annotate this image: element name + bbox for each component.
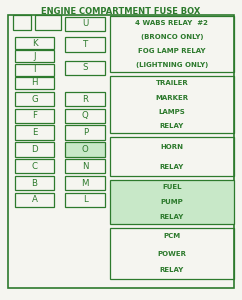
Text: R: R <box>82 94 88 103</box>
Text: FOG LAMP RELAY: FOG LAMP RELAY <box>138 48 205 54</box>
Text: U: U <box>82 20 89 28</box>
Bar <box>65 193 105 207</box>
Bar <box>65 37 105 52</box>
Text: H: H <box>31 78 38 87</box>
Bar <box>110 76 234 133</box>
Text: C: C <box>31 162 38 171</box>
Text: PUMP: PUMP <box>160 199 183 205</box>
Bar <box>15 125 54 140</box>
Text: G: G <box>31 94 38 103</box>
Bar <box>65 17 105 31</box>
Text: D: D <box>31 145 38 154</box>
Bar <box>15 92 54 106</box>
Text: M: M <box>82 178 89 188</box>
Bar <box>110 16 234 72</box>
Text: FUEL: FUEL <box>162 184 182 190</box>
Bar <box>15 64 54 76</box>
Bar <box>15 37 54 49</box>
Text: RELAY: RELAY <box>160 214 184 220</box>
Bar <box>110 180 234 224</box>
Bar <box>15 77 54 89</box>
Text: MARKER: MARKER <box>155 94 188 100</box>
Bar <box>65 92 105 106</box>
Text: LAMPS: LAMPS <box>159 109 185 115</box>
Bar <box>15 142 54 157</box>
Bar <box>35 15 60 30</box>
Text: N: N <box>82 162 89 171</box>
Bar <box>110 228 234 279</box>
Text: HORN: HORN <box>160 144 183 150</box>
Text: K: K <box>32 39 37 48</box>
Bar <box>65 109 105 123</box>
Bar <box>15 159 54 173</box>
Text: ENGINE COMPARTMENT FUSE BOX: ENGINE COMPARTMENT FUSE BOX <box>41 8 201 16</box>
Text: RELAY: RELAY <box>160 164 184 170</box>
Text: L: L <box>83 195 88 204</box>
Text: Q: Q <box>82 111 89 120</box>
Text: RELAY: RELAY <box>160 268 184 274</box>
Bar <box>65 159 105 173</box>
Text: TRAILER: TRAILER <box>155 80 188 86</box>
Text: J: J <box>33 52 36 61</box>
Bar <box>65 176 105 190</box>
Text: (LIGHTNING ONLY): (LIGHTNING ONLY) <box>136 62 208 68</box>
Text: (BRONCO ONLY): (BRONCO ONLY) <box>141 34 203 40</box>
Bar <box>110 137 234 176</box>
Text: POWER: POWER <box>157 250 186 256</box>
Bar <box>65 61 105 75</box>
Text: S: S <box>83 63 88 72</box>
Text: A: A <box>31 195 38 204</box>
Text: B: B <box>31 178 38 188</box>
Bar <box>15 176 54 190</box>
Text: RELAY: RELAY <box>160 123 184 129</box>
Text: 4 WABS RELAY  #2: 4 WABS RELAY #2 <box>135 20 208 26</box>
Text: P: P <box>83 128 88 137</box>
Bar <box>65 125 105 140</box>
Text: F: F <box>32 111 37 120</box>
Text: PCM: PCM <box>163 233 180 239</box>
Bar <box>15 193 54 207</box>
Text: O: O <box>82 145 89 154</box>
Text: I: I <box>33 65 36 74</box>
Bar <box>65 142 105 157</box>
Text: T: T <box>83 40 88 49</box>
Text: E: E <box>32 128 37 137</box>
Bar <box>13 15 31 30</box>
Bar <box>15 50 54 62</box>
Bar <box>15 109 54 123</box>
